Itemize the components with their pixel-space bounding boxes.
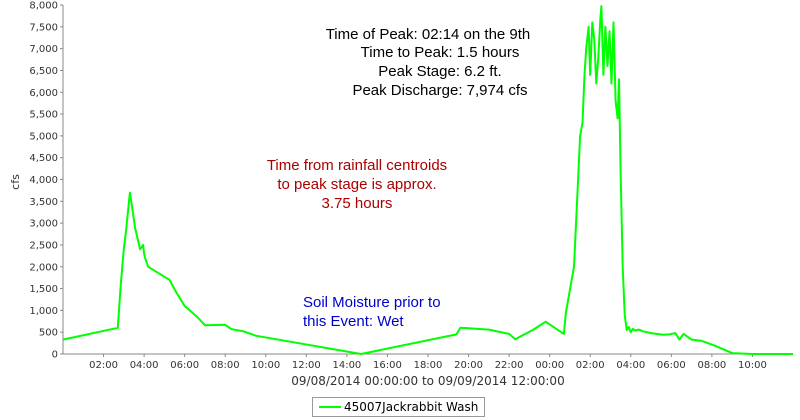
y-tick-label: 4,500 (29, 153, 58, 164)
chart-legend: 45007Jackrabbit Wash (312, 397, 486, 417)
x-tick-label: 08:00 (697, 360, 726, 371)
peak-info-line-1: Time of Peak: 02:14 on the 9th (326, 26, 531, 43)
x-tick-label: 18:00 (414, 360, 443, 371)
legend-swatch (319, 406, 341, 408)
x-tick-label: 06:00 (657, 360, 686, 371)
y-tick-label: 3,000 (29, 219, 58, 230)
y-tick-label: 1,500 (29, 284, 58, 295)
x-tick-label: 10:00 (251, 360, 280, 371)
x-tick-label: 10:00 (738, 360, 767, 371)
centroid-line-2: to peak stage is approx. (277, 176, 436, 193)
y-tick-label: 6,500 (29, 66, 58, 77)
peak-info-line-3: Peak Stage: 6.2 ft. (378, 63, 501, 80)
x-tick-label: 12:00 (292, 360, 321, 371)
y-tick-label: 0 (52, 350, 58, 361)
x-tick-label: 06:00 (170, 360, 199, 371)
discharge-series-line (62, 5, 793, 355)
centroid-line-1: Time from rainfall centroids (267, 157, 447, 174)
y-tick-label: 5,500 (29, 110, 58, 121)
x-axis-ticks: 02:00 04:00 06:00 08:00 10:00 12:00 14:00 16:00… (89, 354, 767, 371)
y-axis-title: cfs (9, 174, 22, 190)
y-tick-label: 7,000 (29, 44, 58, 55)
y-tick-label: 500 (39, 328, 58, 339)
plot-background (63, 5, 793, 354)
y-tick-label: 2,500 (29, 240, 58, 251)
y-axis-ticks: 0 500 1,000 1,500 2,000 2,500 3,000 3,500 4,000 4… (29, 1, 63, 361)
x-tick-label: 04:00 (616, 360, 645, 371)
y-tick-label: 2,000 (29, 262, 58, 273)
peak-info-line-4: Peak Discharge: 7,974 cfs (352, 82, 527, 99)
peak-info-line-2: Time to Peak: 1.5 hours (361, 44, 520, 61)
y-tick-label: 5,000 (29, 131, 58, 142)
centroid-line-3: 3.75 hours (322, 195, 393, 212)
soil-moisture-line-2: this Event: Wet (303, 313, 404, 330)
y-tick-label: 7,500 (29, 22, 58, 33)
peak-info-annotation: Time of Peak: 02:14 on the 9th Time to P… (326, 26, 531, 99)
y-tick-label: 8,000 (29, 1, 58, 12)
x-tick-label: 00:00 (535, 360, 564, 371)
x-tick-label: 14:00 (332, 360, 361, 371)
y-tick-label: 6,000 (29, 88, 58, 99)
x-tick-label: 02:00 (576, 360, 605, 371)
legend-label: 45007Jackrabbit Wash (344, 400, 479, 414)
x-tick-label: 22:00 (495, 360, 524, 371)
y-tick-label: 1,000 (29, 306, 58, 317)
soil-moisture-annotation: Soil Moisture prior to this Event: Wet (303, 294, 441, 330)
x-tick-label: 04:00 (130, 360, 159, 371)
x-tick-label: 08:00 (211, 360, 240, 371)
x-tick-label: 16:00 (373, 360, 402, 371)
y-tick-label: 4,000 (29, 175, 58, 186)
x-tick-label: 20:00 (454, 360, 483, 371)
centroid-annotation: Time from rainfall centroids to peak sta… (267, 157, 447, 212)
soil-moisture-line-1: Soil Moisture prior to (303, 294, 441, 311)
x-tick-label: 02:00 (89, 360, 118, 371)
y-tick-label: 3,500 (29, 197, 58, 208)
x-axis-title: 09/08/2014 00:00:00 to 09/09/2014 12:00:… (291, 374, 564, 388)
